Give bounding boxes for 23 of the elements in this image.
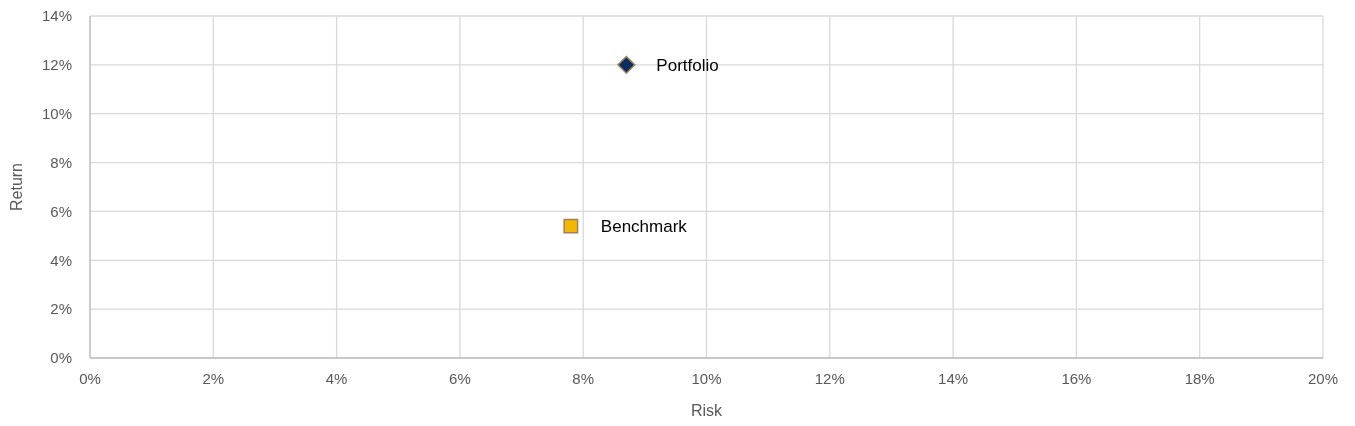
y-tick-label: 4% (50, 251, 72, 269)
y-tick-label: 10% (41, 104, 72, 122)
x-tick-label: 18% (1184, 370, 1215, 387)
y-axis-title: Return (8, 162, 25, 212)
y-tick-label: 2% (50, 300, 72, 318)
y-tick-label: 0% (50, 349, 72, 367)
y-tick-label: 12% (41, 56, 72, 74)
x-tick-label: 14% (938, 370, 969, 387)
series-label: Portfolio (656, 55, 719, 75)
series-label: Benchmark (600, 217, 688, 237)
x-tick-label: 4% (325, 370, 348, 387)
x-tick-label: 8% (572, 370, 595, 387)
x-tick-label: 10% (691, 370, 722, 387)
y-tick-label: 8% (50, 153, 72, 171)
x-tick-label: 16% (1061, 370, 1092, 387)
x-axis-title: Risk (690, 402, 724, 419)
x-tick-label: 2% (202, 370, 225, 387)
x-tick-label: 0% (79, 370, 101, 387)
y-tick-label: 14% (41, 7, 72, 25)
x-tick-label: 6% (449, 370, 471, 387)
x-tick-label: 12% (814, 370, 845, 387)
x-tick-label: 20% (1307, 370, 1339, 387)
y-tick-label: 6% (50, 202, 72, 220)
